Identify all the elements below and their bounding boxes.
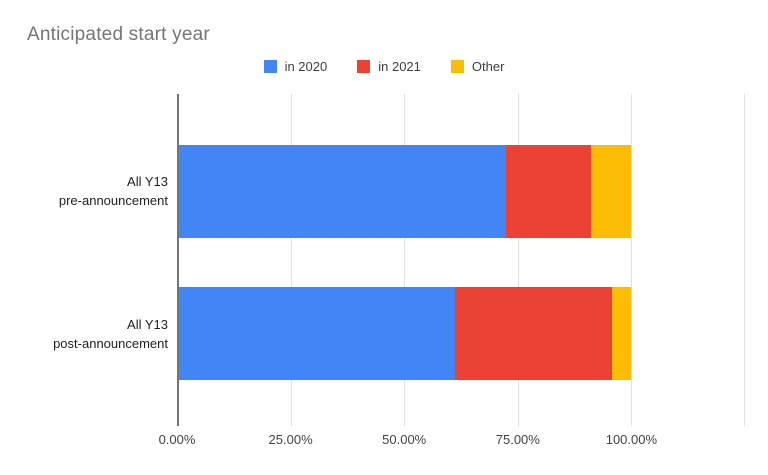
legend-label: Other: [471, 59, 505, 74]
category-label-post-announcement: All Y13 post-announcement: [53, 317, 168, 351]
x-tick-label-100: 100.00%: [605, 432, 658, 447]
bar-segment-in-2021[interactable]: [455, 287, 613, 380]
legend-swatch-red-icon: [357, 60, 371, 73]
gridline-125: [744, 94, 745, 426]
x-tick-label-0: 0.00%: [158, 432, 196, 447]
x-axis: 0.00% 25.00% 50.00% 75.00% 100.00%: [159, 432, 745, 448]
legend-label: in 2021: [378, 59, 421, 74]
bar-segment-other[interactable]: [612, 287, 632, 380]
legend: in 2020 in 2021 Other: [0, 59, 768, 74]
bar-segment-in-2020[interactable]: [177, 287, 456, 380]
legend-swatch-yellow-icon: [450, 60, 464, 73]
bar-segment-other[interactable]: [591, 145, 632, 238]
gridline-50: [404, 94, 406, 426]
legend-item-in-2021: in 2021: [357, 59, 421, 74]
x-tick-label-50: 50.00%: [382, 432, 427, 447]
bar-segment-in-2021[interactable]: [505, 145, 592, 238]
x-tick-label-25: 25.00%: [268, 432, 313, 447]
bar-pre-announcement[interactable]: [177, 145, 745, 238]
bar-segment-in-2020[interactable]: [177, 145, 506, 238]
legend-swatch-blue-icon: [263, 60, 277, 73]
gridline-75: [517, 94, 519, 426]
category-label-pre-announcement: All Y13 pre-announcement: [58, 174, 168, 208]
bar-post-announcement[interactable]: [177, 287, 745, 380]
plot-area: [177, 94, 745, 426]
y-axis-line: [177, 94, 179, 426]
chart-title: Anticipated start year: [27, 24, 210, 45]
gridline-25: [290, 94, 292, 426]
x-tick-label-75: 75.00%: [495, 432, 540, 447]
legend-label: in 2020: [284, 59, 328, 74]
gridline-100: [631, 94, 633, 426]
legend-item-in-2020: in 2020: [263, 59, 328, 74]
legend-item-other: Other: [450, 59, 505, 74]
